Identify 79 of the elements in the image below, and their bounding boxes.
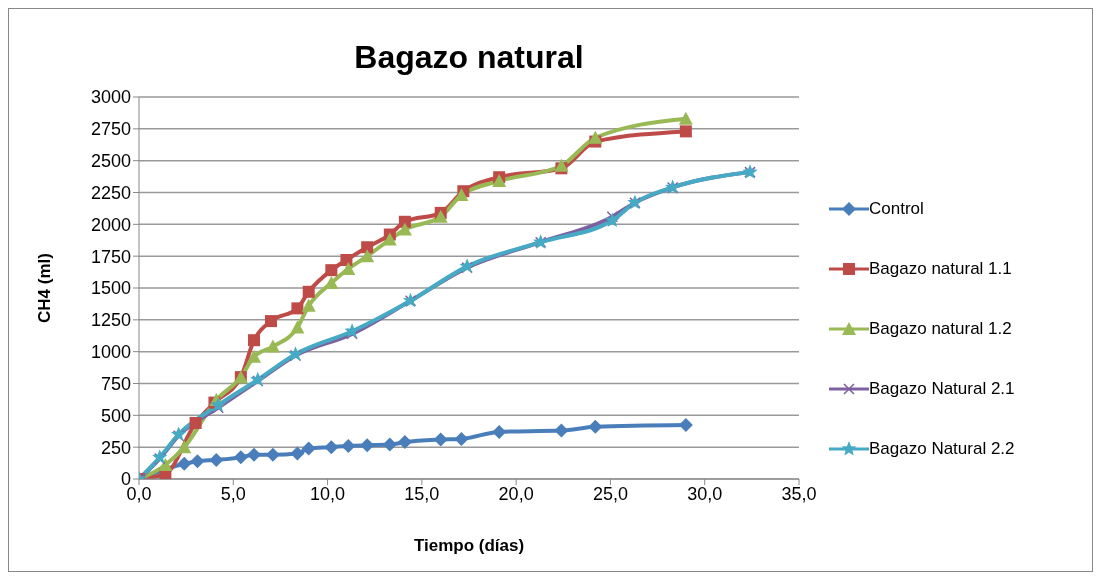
x-tick-label: 30,0 — [687, 483, 723, 504]
point — [189, 416, 202, 429]
x-tick-label: 10,0 — [310, 483, 346, 504]
point — [454, 188, 469, 202]
y-tick-label: 2750 — [90, 119, 131, 140]
y-axis-title: CH4 (ml) — [35, 253, 55, 323]
point — [291, 302, 304, 315]
x-tick-label: 15,0 — [404, 483, 440, 504]
point — [340, 253, 353, 266]
point — [397, 222, 412, 236]
point — [678, 417, 693, 432]
point — [361, 241, 374, 254]
point — [341, 438, 356, 453]
legend-label: Bagazo Natural 2.2 — [869, 439, 1015, 459]
point — [588, 130, 603, 144]
point — [382, 232, 397, 246]
point — [433, 432, 448, 447]
point — [209, 452, 224, 467]
legend-label: Bagazo natural 1.1 — [869, 259, 1012, 279]
point — [265, 315, 277, 328]
y-tick-label: 2500 — [90, 151, 131, 172]
x-tick-label: 35,0 — [781, 483, 817, 504]
point — [158, 457, 173, 471]
y-tick-label: 2250 — [90, 182, 131, 203]
point — [678, 111, 693, 125]
point — [606, 210, 619, 223]
point — [190, 454, 205, 469]
point — [265, 339, 280, 353]
x-tick-label: 25,0 — [592, 483, 628, 504]
x-tick-label: 20,0 — [498, 483, 534, 504]
y-tick-label: 750 — [100, 373, 131, 394]
x-axis-title: Tiempo (días) — [413, 536, 525, 555]
point — [554, 423, 569, 438]
point — [250, 371, 266, 387]
point — [492, 424, 507, 439]
point — [247, 447, 262, 462]
legend-label: Bagazo Natural 2.1 — [869, 379, 1015, 399]
point — [302, 285, 315, 298]
point — [382, 437, 397, 452]
y-tick-label: 1500 — [90, 278, 131, 299]
y-tick-label: 1250 — [90, 310, 131, 331]
y-tick-label: 3000 — [90, 87, 131, 108]
point — [397, 435, 412, 450]
point — [324, 440, 339, 455]
chart-title: Bagazo natural — [353, 39, 585, 76]
point — [492, 174, 507, 188]
point — [344, 323, 360, 338]
point — [252, 375, 264, 387]
x-tick-label: 5,0 — [220, 483, 246, 504]
point — [210, 397, 226, 412]
point — [433, 209, 448, 223]
y-tick-label: 250 — [100, 437, 131, 458]
point — [248, 334, 261, 347]
point — [247, 349, 262, 363]
point — [301, 298, 316, 312]
point — [324, 275, 339, 289]
point — [290, 446, 305, 461]
legend-label: Bagazo natural 1.2 — [869, 319, 1012, 339]
point — [177, 440, 192, 454]
point — [679, 125, 692, 138]
point — [588, 419, 603, 434]
y-tick-label: 500 — [100, 405, 131, 426]
point — [360, 438, 375, 453]
point — [604, 212, 620, 227]
y-tick-label: 1000 — [90, 342, 131, 363]
point — [177, 456, 192, 471]
legend-label: Control — [869, 199, 924, 219]
point — [233, 450, 248, 465]
point — [341, 261, 356, 275]
y-tick-label: 2000 — [90, 214, 131, 235]
y-tick-label: 1750 — [90, 246, 131, 267]
point — [554, 158, 569, 172]
point — [346, 328, 358, 340]
point — [265, 447, 280, 462]
point — [290, 320, 305, 334]
point — [301, 441, 316, 456]
point — [325, 264, 338, 277]
point — [360, 249, 375, 263]
point — [454, 431, 469, 446]
